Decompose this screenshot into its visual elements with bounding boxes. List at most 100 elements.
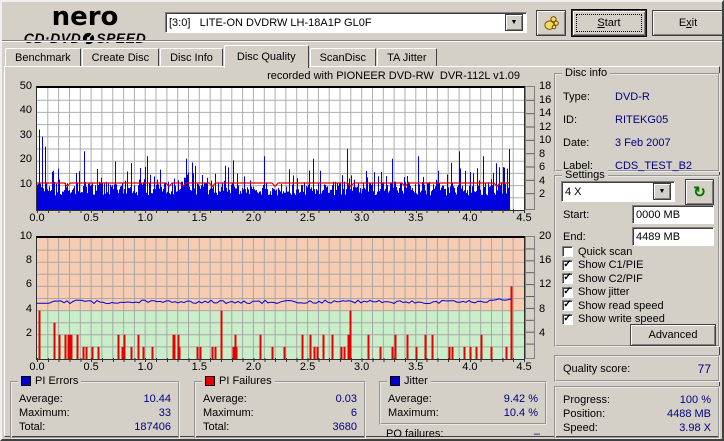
checkbox-quick-scan[interactable]: Quick scan xyxy=(562,245,714,259)
drive-dropdown-arrow-icon[interactable]: ▼ xyxy=(505,14,523,31)
disc-info-row: Label: CDS_TEST_B2 xyxy=(563,159,693,172)
checkbox-checked-icon[interactable]: ✓ xyxy=(562,272,573,285)
checkbox-show-write-speed[interactable]: ✓ Show write speed xyxy=(562,313,714,327)
settings-panel-title: Settings xyxy=(562,169,608,181)
disc-info-panel-title: Disc info xyxy=(562,67,611,79)
chart1-x-axis-tick: 2.5 xyxy=(299,212,316,224)
chart1-x-axis-tick: 1.5 xyxy=(191,212,207,224)
checkbox-show-read-speed[interactable]: ✓ Show read speed xyxy=(562,299,714,313)
pi-failures-panel-title: PI Failures xyxy=(202,375,275,387)
chart1-speed-axis-strip xyxy=(525,86,535,210)
stat-row: Average: 0.03 xyxy=(203,393,357,405)
chart2-jitter-axis-strip xyxy=(525,236,535,359)
pi-errors-title-text: PI Errors xyxy=(35,375,79,387)
exit-button-label: Exit xyxy=(678,17,698,29)
logo-subtitle: CD·DVD SPEED xyxy=(24,31,146,45)
checkbox-label: Show jitter xyxy=(578,286,630,299)
tab-disc-info[interactable]: Disc Info xyxy=(160,48,223,66)
progress-row: Speed: 3.98 X xyxy=(563,422,711,434)
po-failures-row: PO failures: – xyxy=(379,428,547,440)
pi-failures-panel: PI Failures Average: 0.03 Maximum: 6 Total… xyxy=(194,375,366,439)
chart1-title: recorded with PIONEER DVD-RW DVR-112L v1… xyxy=(267,70,520,82)
checkbox-checked-icon[interactable]: ✓ xyxy=(562,312,573,325)
chart1-right-axis-tick: 18 xyxy=(539,80,552,92)
jitter-panel: Jitter Average: 9.42 % Maximum: 10.4 % xyxy=(379,375,547,425)
end-position-field[interactable]: 4489 MB xyxy=(632,227,714,246)
po-failures-label: PO failures: xyxy=(386,428,444,440)
pi-failures-chart xyxy=(36,236,525,360)
hand-icon xyxy=(543,16,559,30)
chart2-x-axis-tick: 2.5 xyxy=(299,361,316,373)
chart1-x-tickmarks xyxy=(37,209,525,213)
checkbox-unchecked-icon[interactable] xyxy=(562,246,573,258)
start-position-label: Start: xyxy=(563,209,590,221)
scan-speed-select[interactable]: 4 X ▼ xyxy=(561,181,675,202)
chart1-right-axis-tick: 10 xyxy=(539,134,552,147)
checkbox-label: Show write speed xyxy=(578,313,665,326)
scan-speed-value: 4 X xyxy=(565,185,582,198)
logo-speed-text: SPEED xyxy=(96,30,147,46)
chart1-left-axis-tick: 20 xyxy=(19,153,32,166)
stat-row: Total: 187406 xyxy=(19,421,171,433)
tab-disc-quality[interactable]: Disc Quality xyxy=(223,45,309,68)
logo-cddvd-text: CD·DVD xyxy=(23,30,82,46)
checkbox-show-c2-pif[interactable]: ✓ Show C2/PIF xyxy=(562,272,714,286)
start-button[interactable]: Start xyxy=(572,10,646,36)
chart1-x-axis-tick: 4.0 xyxy=(462,212,478,224)
tab-bar: Benchmark Create Disc Disc Info Disc Qualit… xyxy=(5,45,438,68)
checkbox-checked-icon[interactable]: ✓ xyxy=(562,258,573,271)
jitter-title-text: Jitter xyxy=(404,375,428,387)
tab-create-disc[interactable]: Create Disc xyxy=(81,48,160,66)
po-failures-value: – xyxy=(533,428,540,440)
checkbox-label: Show read speed xyxy=(578,299,664,312)
settings-checkbox-list: Quick scan ✓ Show C1/PIE ✓ Show C2/PIF ✓ Show … xyxy=(562,245,714,326)
chart1-right-axis-tick: 8 xyxy=(539,147,546,160)
speed-dropdown-arrow-icon[interactable]: ▼ xyxy=(653,183,671,200)
checkbox-label: Show C1/PIE xyxy=(578,259,644,272)
drive-select[interactable]: [3:0] LITE-ON DVDRW LH-18A1P GL0F ▼ xyxy=(165,12,527,33)
chart1-right-axis-tick: 14 xyxy=(539,107,552,120)
chart1-right-axis-tick: 16 xyxy=(539,93,552,106)
start-position-field[interactable]: 0000 MB xyxy=(632,205,714,224)
options-button[interactable] xyxy=(536,10,566,36)
tab-ta-jitter[interactable]: TA Jitter xyxy=(377,48,437,66)
end-position-value: 4489 MB xyxy=(636,230,681,243)
chart1-right-axis-tick: 6 xyxy=(539,161,546,174)
tab-scandisc[interactable]: ScanDisc xyxy=(309,48,377,66)
checkbox-show-jitter[interactable]: ✓ Show jitter xyxy=(562,286,714,300)
chart1-left-axis-tick: 30 xyxy=(19,128,32,141)
chart2-x-axis-tick: 3.5 xyxy=(408,361,424,373)
chart1-left-axis-tick: 50 xyxy=(19,80,32,92)
progress-row: Position: 4488 MB xyxy=(563,408,711,420)
chart1-right-axis-tick: 4 xyxy=(539,174,546,187)
end-position-label: End: xyxy=(563,231,586,243)
start-position-value: 0000 MB xyxy=(636,208,681,221)
chart1-x-axis-tick: 4.5 xyxy=(516,212,532,224)
chart2-left-axis-tick: 8 xyxy=(25,254,32,267)
pi-failures-legend-swatch xyxy=(205,376,215,386)
checkbox-checked-icon[interactable]: ✓ xyxy=(562,299,573,312)
app-logo: nero CD·DVD SPEED xyxy=(10,4,160,45)
pi-errors-legend-swatch xyxy=(21,376,31,386)
chart2-right-axis-tick: 16 xyxy=(539,254,552,267)
chart2-x-axis-tick: 3.0 xyxy=(354,361,370,373)
refresh-speeds-button[interactable]: ↻ xyxy=(685,179,714,205)
chart2-left-axis-tick: 2 xyxy=(25,326,32,339)
tab-benchmark[interactable]: Benchmark xyxy=(5,48,81,66)
chart1-left-axis-tick: 40 xyxy=(19,104,32,117)
checkbox-checked-icon[interactable]: ✓ xyxy=(562,285,573,298)
chart2-right-axis-tick: 12 xyxy=(539,278,552,291)
advanced-button[interactable]: Advanced xyxy=(630,324,716,346)
chart1-x-axis-tick: 0.5 xyxy=(83,212,99,224)
checkbox-label: Show C2/PIF xyxy=(578,272,643,285)
chart2-x-axis-tick: 4.0 xyxy=(462,361,478,373)
chart2-x-axis-tick: 0.5 xyxy=(83,361,99,373)
pi-errors-chart xyxy=(36,86,525,211)
stat-row: Total: 3680 xyxy=(203,421,357,433)
exit-button[interactable]: Exit xyxy=(652,10,722,36)
checkbox-show-c1-pie[interactable]: ✓ Show C1/PIE xyxy=(562,259,714,273)
progress-row: Progress: 100 % xyxy=(563,394,711,406)
chart2-right-axis-tick: 4 xyxy=(539,326,546,339)
drive-select-value: [3:0] LITE-ON DVDRW LH-18A1P GL0F xyxy=(169,16,372,29)
